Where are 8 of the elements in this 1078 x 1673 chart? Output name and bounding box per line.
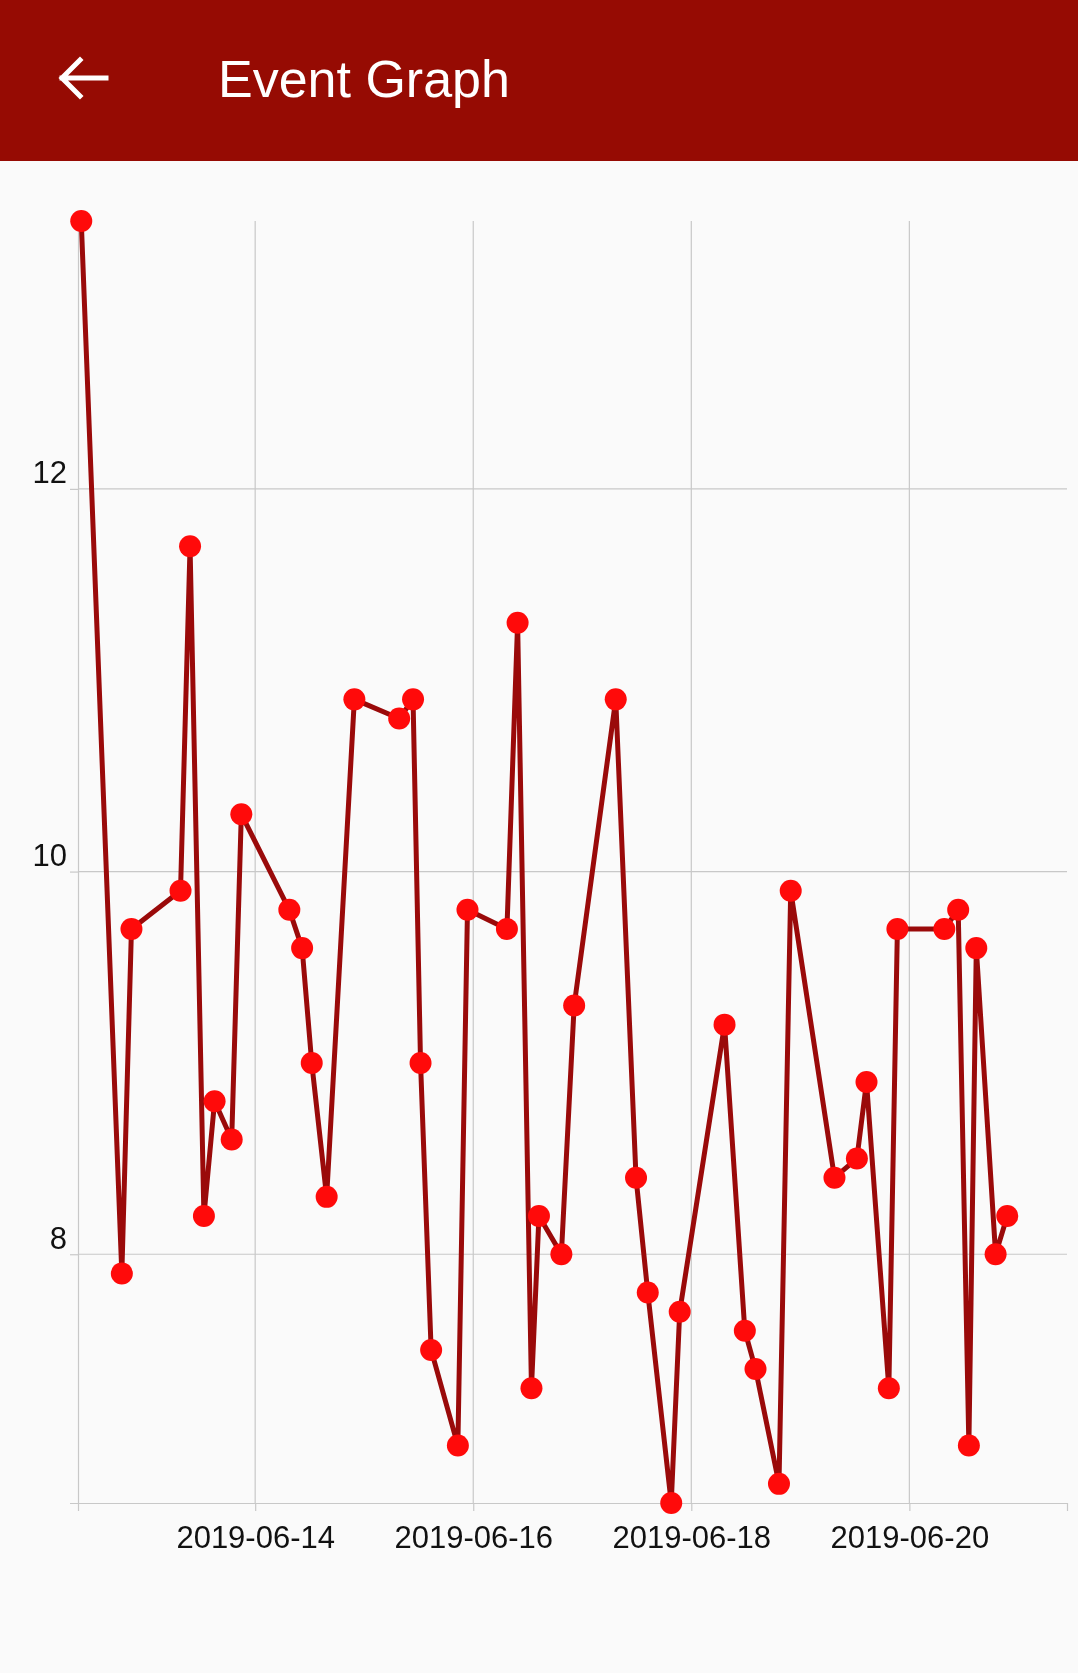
x-tick-label: 2019-06-20 (830, 1520, 990, 1556)
y-tick-label: 8 (49, 1220, 67, 1256)
x-tick-label: 2019-06-16 (394, 1520, 554, 1556)
chart-title: Event Graph (218, 50, 510, 108)
x-tick-label: 2019-06-18 (612, 1520, 772, 1556)
x-tick-label: 2019-06-14 (176, 1520, 335, 1556)
y-tick-label: 10 (32, 837, 67, 873)
y-tick-label: 12 (32, 455, 67, 491)
